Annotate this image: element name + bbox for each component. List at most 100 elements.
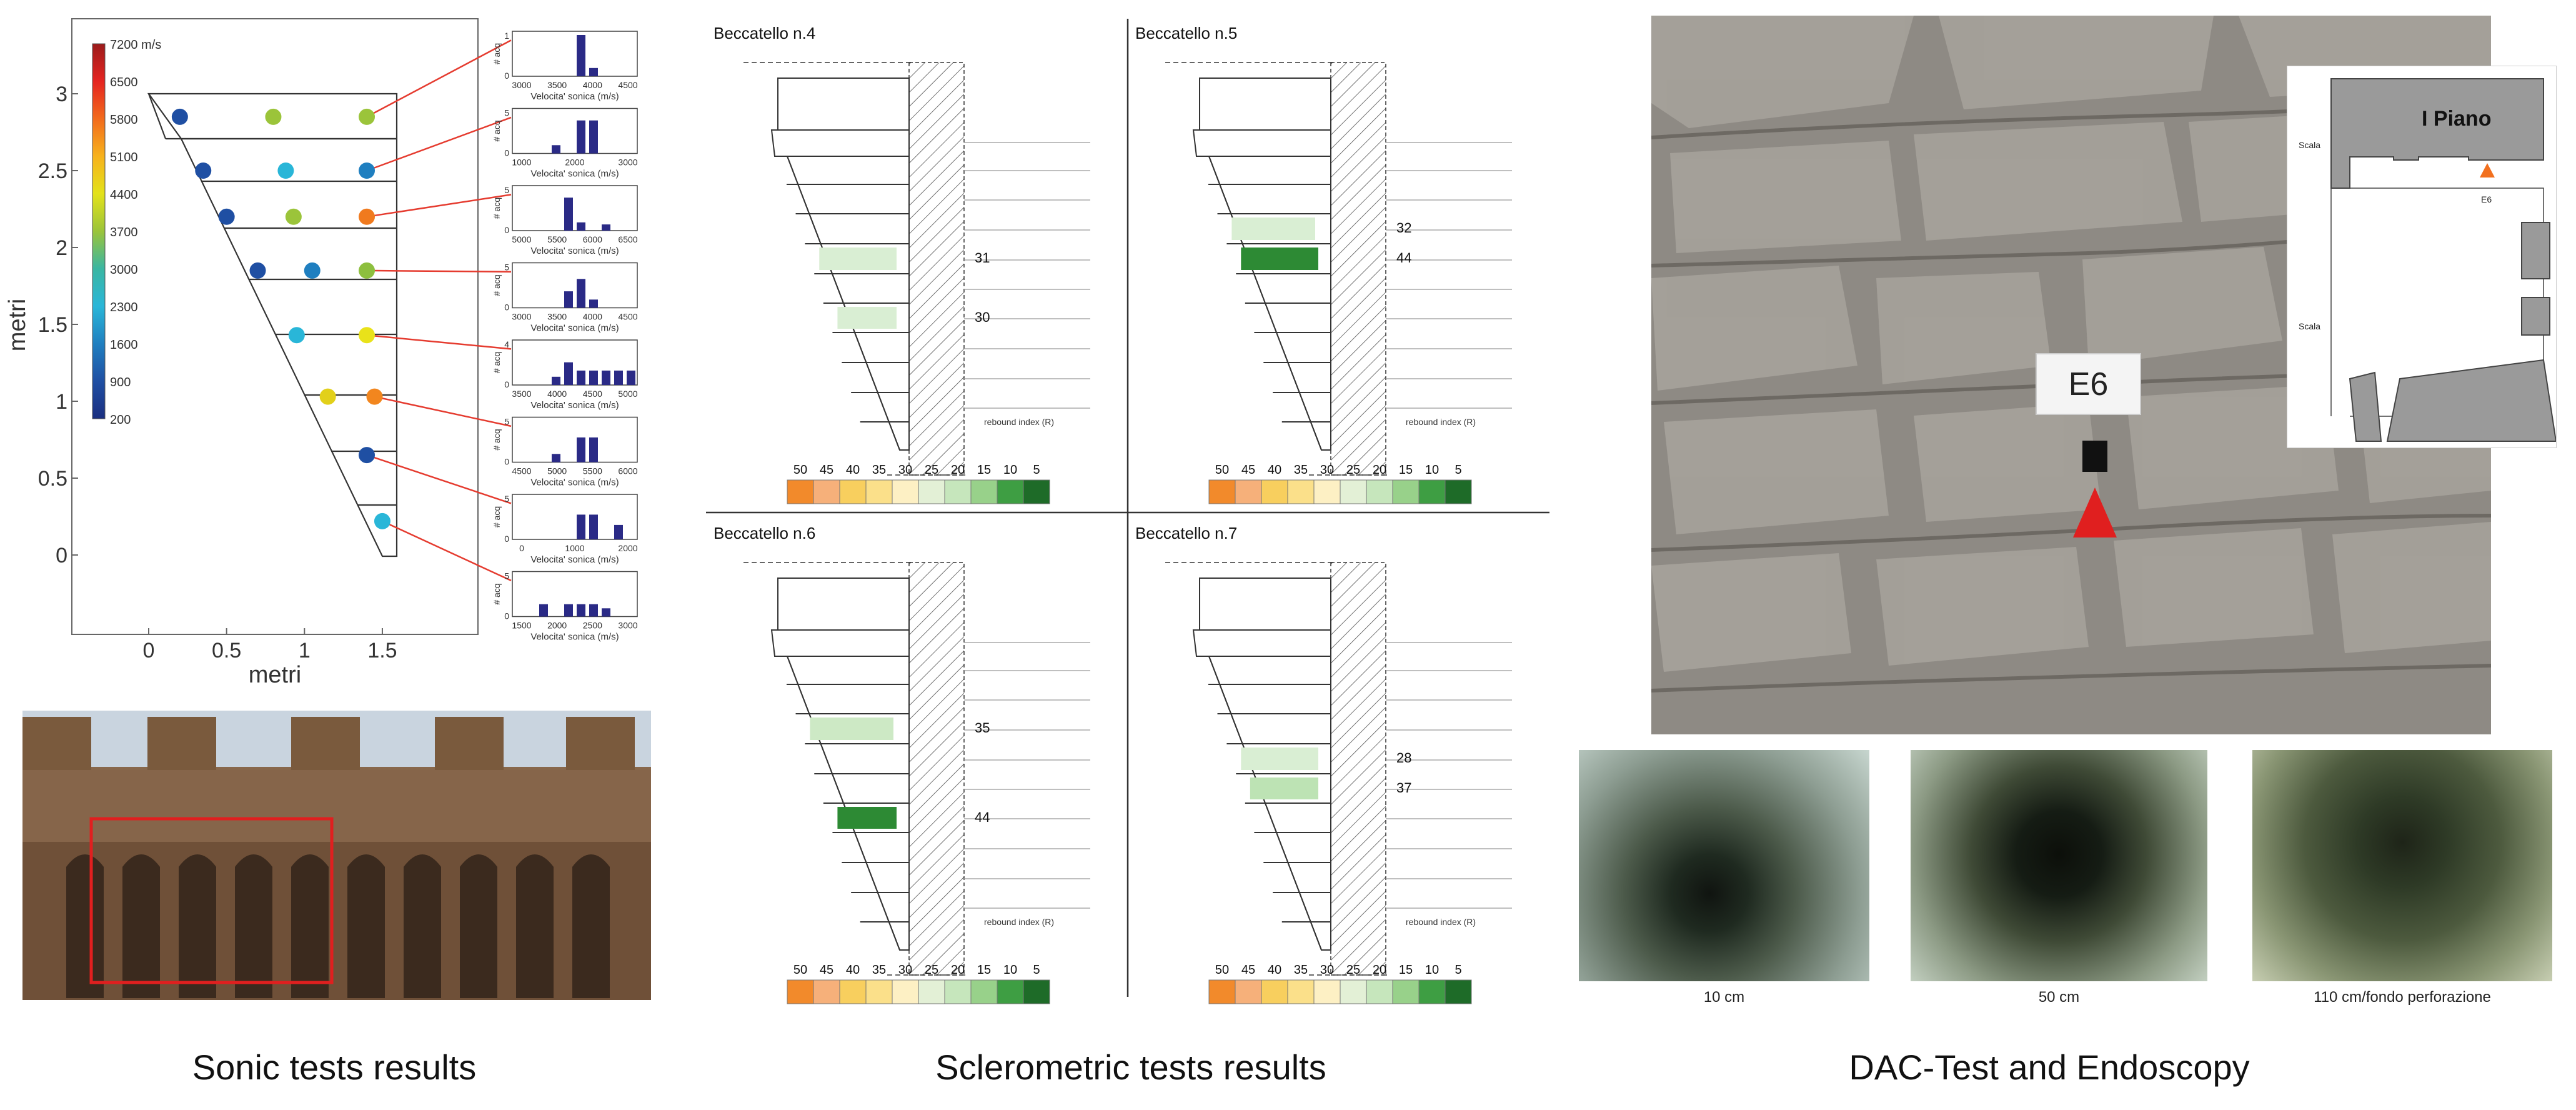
sonic-colorbar: 7200 m/s 6500 5800 5100 4400 3700 3000 2300 1600… [92, 38, 161, 427]
scale-label: 50 [1215, 463, 1229, 477]
rebound-value: 32 [1396, 220, 1411, 236]
dac-test-marker [2073, 488, 2117, 538]
sonic-measurement-point [319, 388, 336, 405]
histogram-bar [589, 299, 598, 308]
sonic-measurement-point [366, 388, 383, 405]
histogram-bar [577, 222, 585, 231]
floor-plan-inset: I Piano Scala Scala E6 [2287, 66, 2557, 448]
wall-section-hatch [1330, 562, 1386, 976]
histogram-tick-label: 4500 [618, 312, 637, 322]
rebound-index-label: rebound index (R) [984, 917, 1054, 927]
histogram-tick-label: 1000 [565, 543, 584, 553]
histogram-y-max: 5 [504, 494, 509, 504]
dac-marker-label: E6 [2068, 366, 2109, 402]
histogram-bar [602, 370, 610, 385]
histogram-leader-line [366, 334, 512, 350]
scale-swatch [1366, 979, 1393, 1004]
histogram-y-max: 4 [504, 339, 509, 349]
colorbar-label: 6500 [110, 76, 138, 89]
rebound-index-label: rebound index (R) [1406, 417, 1476, 427]
selected-corbel-highlight [89, 817, 334, 984]
wall-section-hatch [908, 562, 965, 976]
histogram-bar [564, 291, 573, 308]
scale-swatch [839, 979, 867, 1004]
histogram-tick-label: 3500 [547, 80, 567, 90]
sclerometric-panel-title: Beccatello n.5 [1135, 24, 1237, 42]
histogram-bar [577, 437, 585, 462]
histogram-bar [589, 370, 598, 385]
sclerometric-panel-title: Beccatello n.6 [714, 524, 815, 542]
colorbar-label: 3700 [110, 226, 138, 239]
histogram-y-zero: 0 [504, 534, 509, 544]
histogram-x-label: Velocita' sonica (m/s) [530, 632, 619, 642]
histogram-y-max: 5 [504, 262, 509, 272]
rebound-index-label: rebound index (R) [1406, 917, 1476, 927]
histogram-y-label: # acq [492, 583, 502, 604]
scale-label: 45 [820, 963, 833, 977]
histogram-frame [512, 571, 638, 618]
corbel-section-outline [147, 92, 398, 558]
wall-section-hatch [908, 62, 965, 476]
caption-sclerometric: Sclerometric tests results [935, 1048, 1326, 1087]
histogram-leader-line [382, 520, 512, 582]
histogram-bar [552, 376, 560, 385]
rebound-value: 44 [1396, 250, 1411, 266]
colorbar-label: 3000 [110, 263, 138, 277]
histogram-y-label: # acq [492, 274, 502, 296]
histogram-tick-label: 3500 [512, 389, 531, 399]
histogram-x-label: Velocita' sonica (m/s) [530, 91, 619, 102]
histogram-tick-label: 3000 [618, 158, 637, 168]
scale-swatch [813, 479, 840, 504]
histogram-tick-label: 5000 [547, 466, 567, 476]
colorbar-label: 200 [110, 413, 131, 427]
sclerometric-panels: Beccatello n.4 31 30 rebound index (R) 50 45 4… [706, 19, 1549, 1004]
histogram-bar [589, 514, 598, 539]
scale-swatch [1287, 479, 1315, 504]
scale-swatch [970, 979, 998, 1004]
sonic-x-tick-label: 1 [299, 639, 311, 662]
sclerometric-panel: Beccatello n.5 32 44 rebound index (R) 50 45 4… [1135, 24, 1512, 504]
histogram-tick-label: 6000 [618, 466, 637, 476]
scale-label: 25 [925, 463, 938, 477]
sonic-y-tick-label: 2 [56, 236, 67, 260]
scale-label: 20 [1373, 463, 1386, 477]
histogram-x-label: Velocita' sonica (m/s) [530, 323, 619, 334]
rebound-cell [1241, 748, 1318, 770]
rebound-value: 30 [975, 309, 990, 325]
histogram-y-label: # acq [492, 352, 502, 373]
histogram-bar [577, 370, 585, 385]
histogram-bar [577, 514, 585, 539]
histogram-leader-line [366, 39, 512, 118]
endoscopy-photo-10cm [1579, 750, 1869, 981]
scale-label: 40 [1268, 463, 1281, 477]
histogram-tick-label: 2000 [547, 621, 567, 631]
castle-facade-drawing [22, 711, 651, 1000]
histogram-bar [589, 120, 598, 154]
sclerometric-panel: Beccatello n.6 35 44 rebound index (R) 50 45 4… [714, 524, 1090, 1004]
scale-label: 25 [1346, 963, 1360, 977]
histogram-y-zero: 0 [504, 611, 509, 621]
floor-plan-drawing [2330, 78, 2557, 442]
sonic-x-axis-label: metri [249, 662, 301, 688]
castle-facade-photo [22, 711, 651, 1000]
histogram-tick-label: 0 [519, 543, 524, 553]
sonic-measurement-point [249, 262, 266, 279]
scale-swatch [918, 979, 945, 1004]
corbel-slope [787, 656, 900, 951]
sclerometric-panel: Beccatello n.4 31 30 rebound index (R) 50 45 4… [714, 24, 1090, 504]
sclerometric-panel-title: Beccatello n.7 [1135, 524, 1237, 542]
scale-swatch [1418, 979, 1446, 1004]
plan-label-stair-top: Scala [2299, 140, 2321, 150]
colorbar-label: 7200 m/s [110, 38, 161, 52]
scale-swatch [865, 979, 893, 1004]
scale-swatch [892, 479, 919, 504]
scale-swatch [1208, 479, 1236, 504]
histogram-x-label: Velocita' sonica (m/s) [530, 478, 619, 488]
histogram-tick-label: 4500 [512, 466, 531, 476]
histogram-tick-label: 4500 [583, 389, 602, 399]
histogram-tick-label: 4000 [547, 389, 567, 399]
